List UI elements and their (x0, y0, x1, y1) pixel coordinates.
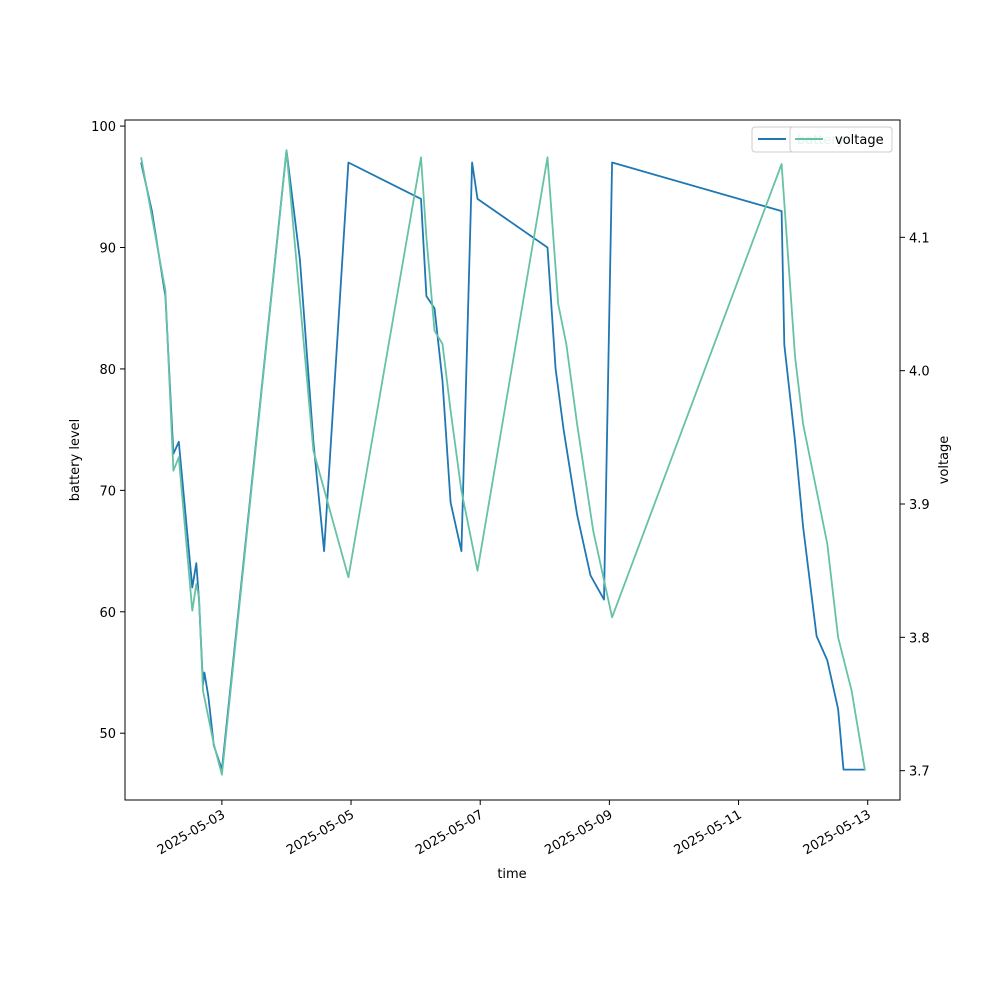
y2-tick-label: 4.1 (909, 231, 930, 246)
legend-voltage: voltage (789, 126, 893, 153)
y-tick-label: 80 (99, 363, 116, 378)
y-tick-label: 70 (99, 484, 116, 499)
y-tick-label: 60 (99, 606, 116, 621)
y2-axis-label: voltage (937, 436, 952, 485)
y2-tick-label: 3.8 (909, 631, 930, 646)
y-tick-label: 100 (91, 120, 116, 135)
legend-voltage-box (789, 126, 893, 153)
legend-voltage-label: voltage (835, 133, 884, 148)
y2-tick-label: 3.9 (909, 498, 930, 513)
series-line-voltage (140, 149, 866, 776)
y2-tick-label: 3.7 (909, 765, 930, 780)
y-tick-label: 50 (99, 727, 116, 742)
y-axis-right: 3.7 3.8 3.9 4.0 4.1 (900, 231, 930, 780)
y-axis-label: battery level (68, 419, 83, 502)
y-axis-left: 50 60 70 80 90 100 (91, 120, 125, 742)
plot-frame (124, 119, 901, 801)
y-tick-label: 90 (99, 242, 116, 257)
series-layer (140, 149, 866, 776)
y2-tick-label: 4.0 (909, 365, 930, 380)
x-axis-label: time (497, 867, 526, 882)
